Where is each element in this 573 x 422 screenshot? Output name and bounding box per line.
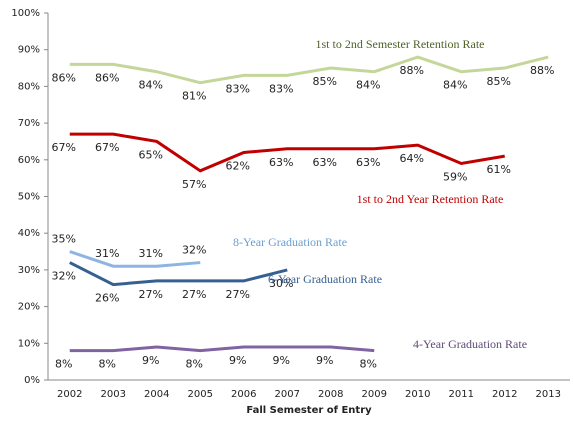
data-label: 67% [95, 141, 119, 154]
data-label: 31% [95, 247, 119, 260]
x-tick-label: 2002 [57, 389, 82, 400]
x-tick-label: 2007 [275, 389, 300, 400]
data-label: 8% [55, 358, 72, 371]
x-axis-label: Fall Semester of Entry [246, 405, 372, 416]
data-label: 81% [182, 90, 206, 103]
x-tick-label: 2008 [318, 389, 343, 400]
data-label: 88% [530, 64, 554, 77]
series-line [69, 345, 375, 353]
y-tick-label: 80% [18, 81, 40, 92]
data-label: 9% [142, 354, 159, 367]
data-label: 9% [273, 354, 290, 367]
series-line [69, 132, 505, 173]
x-tick-label: 2004 [144, 389, 169, 400]
y-tick-label: 70% [18, 118, 40, 129]
x-tick-label: 2012 [492, 389, 517, 400]
data-label: 9% [229, 354, 246, 367]
data-label: 9% [316, 354, 333, 367]
series-line [69, 250, 201, 268]
y-tick-label: 20% [18, 302, 40, 313]
data-label: 30% [269, 277, 293, 290]
data-label: 64% [400, 152, 424, 165]
data-label: 84% [139, 79, 163, 92]
x-tick-label: 2010 [405, 389, 430, 400]
data-label: 8% [186, 358, 203, 371]
y-tick-label: 60% [18, 155, 40, 166]
data-label: 63% [269, 156, 293, 169]
data-label: 67% [52, 141, 76, 154]
data-label: 32% [182, 244, 206, 257]
data-label: 27% [226, 288, 250, 301]
data-label: 88% [400, 64, 424, 77]
data-label: 26% [95, 292, 119, 305]
series-name: 1st to 2nd Semester Retention Rate [316, 37, 485, 51]
data-label: 27% [182, 288, 206, 301]
y-tick-label: 0% [24, 375, 40, 386]
data-label: 84% [443, 79, 467, 92]
x-tick-label: 2009 [362, 389, 387, 400]
series-name: 6-Year Graduation Rate [268, 272, 382, 286]
data-label: 86% [95, 71, 119, 84]
data-label: 57% [182, 178, 206, 191]
data-label: 86% [52, 71, 76, 84]
data-label: 85% [487, 75, 511, 88]
x-tick-label: 2003 [101, 389, 126, 400]
y-tick-label: 30% [18, 265, 40, 276]
y-tick-label: 50% [18, 192, 40, 203]
data-label: 8% [99, 358, 116, 371]
series-line [69, 261, 288, 287]
x-tick-label: 2006 [231, 389, 256, 400]
data-label: 63% [313, 156, 337, 169]
series-line [69, 55, 549, 85]
y-tick-label: 90% [18, 45, 40, 56]
x-tick-label: 2005 [188, 389, 213, 400]
data-label: 61% [487, 163, 511, 176]
y-tick-label: 10% [18, 338, 40, 349]
data-label: 59% [443, 170, 467, 183]
data-label: 85% [313, 75, 337, 88]
data-label: 31% [139, 247, 163, 260]
data-label: 83% [269, 82, 293, 95]
data-label: 8% [360, 358, 377, 371]
data-label: 84% [356, 79, 380, 92]
x-tick-label: 2013 [536, 389, 561, 400]
x-tick-label: 2011 [449, 389, 474, 400]
y-tick-label: 40% [18, 228, 40, 239]
data-label: 83% [226, 82, 250, 95]
data-label: 65% [139, 148, 163, 161]
y-tick-label: 100% [11, 8, 40, 19]
data-label: 35% [52, 233, 76, 246]
data-label: 32% [52, 270, 76, 283]
series-name: 1st to 2nd Year Retention Rate [357, 192, 504, 206]
data-label: 63% [356, 156, 380, 169]
series-name: 4-Year Graduation Rate [413, 337, 527, 351]
series-name: 8-Year Graduation Rate [233, 235, 347, 249]
data-label: 62% [226, 159, 250, 172]
data-label: 27% [139, 288, 163, 301]
